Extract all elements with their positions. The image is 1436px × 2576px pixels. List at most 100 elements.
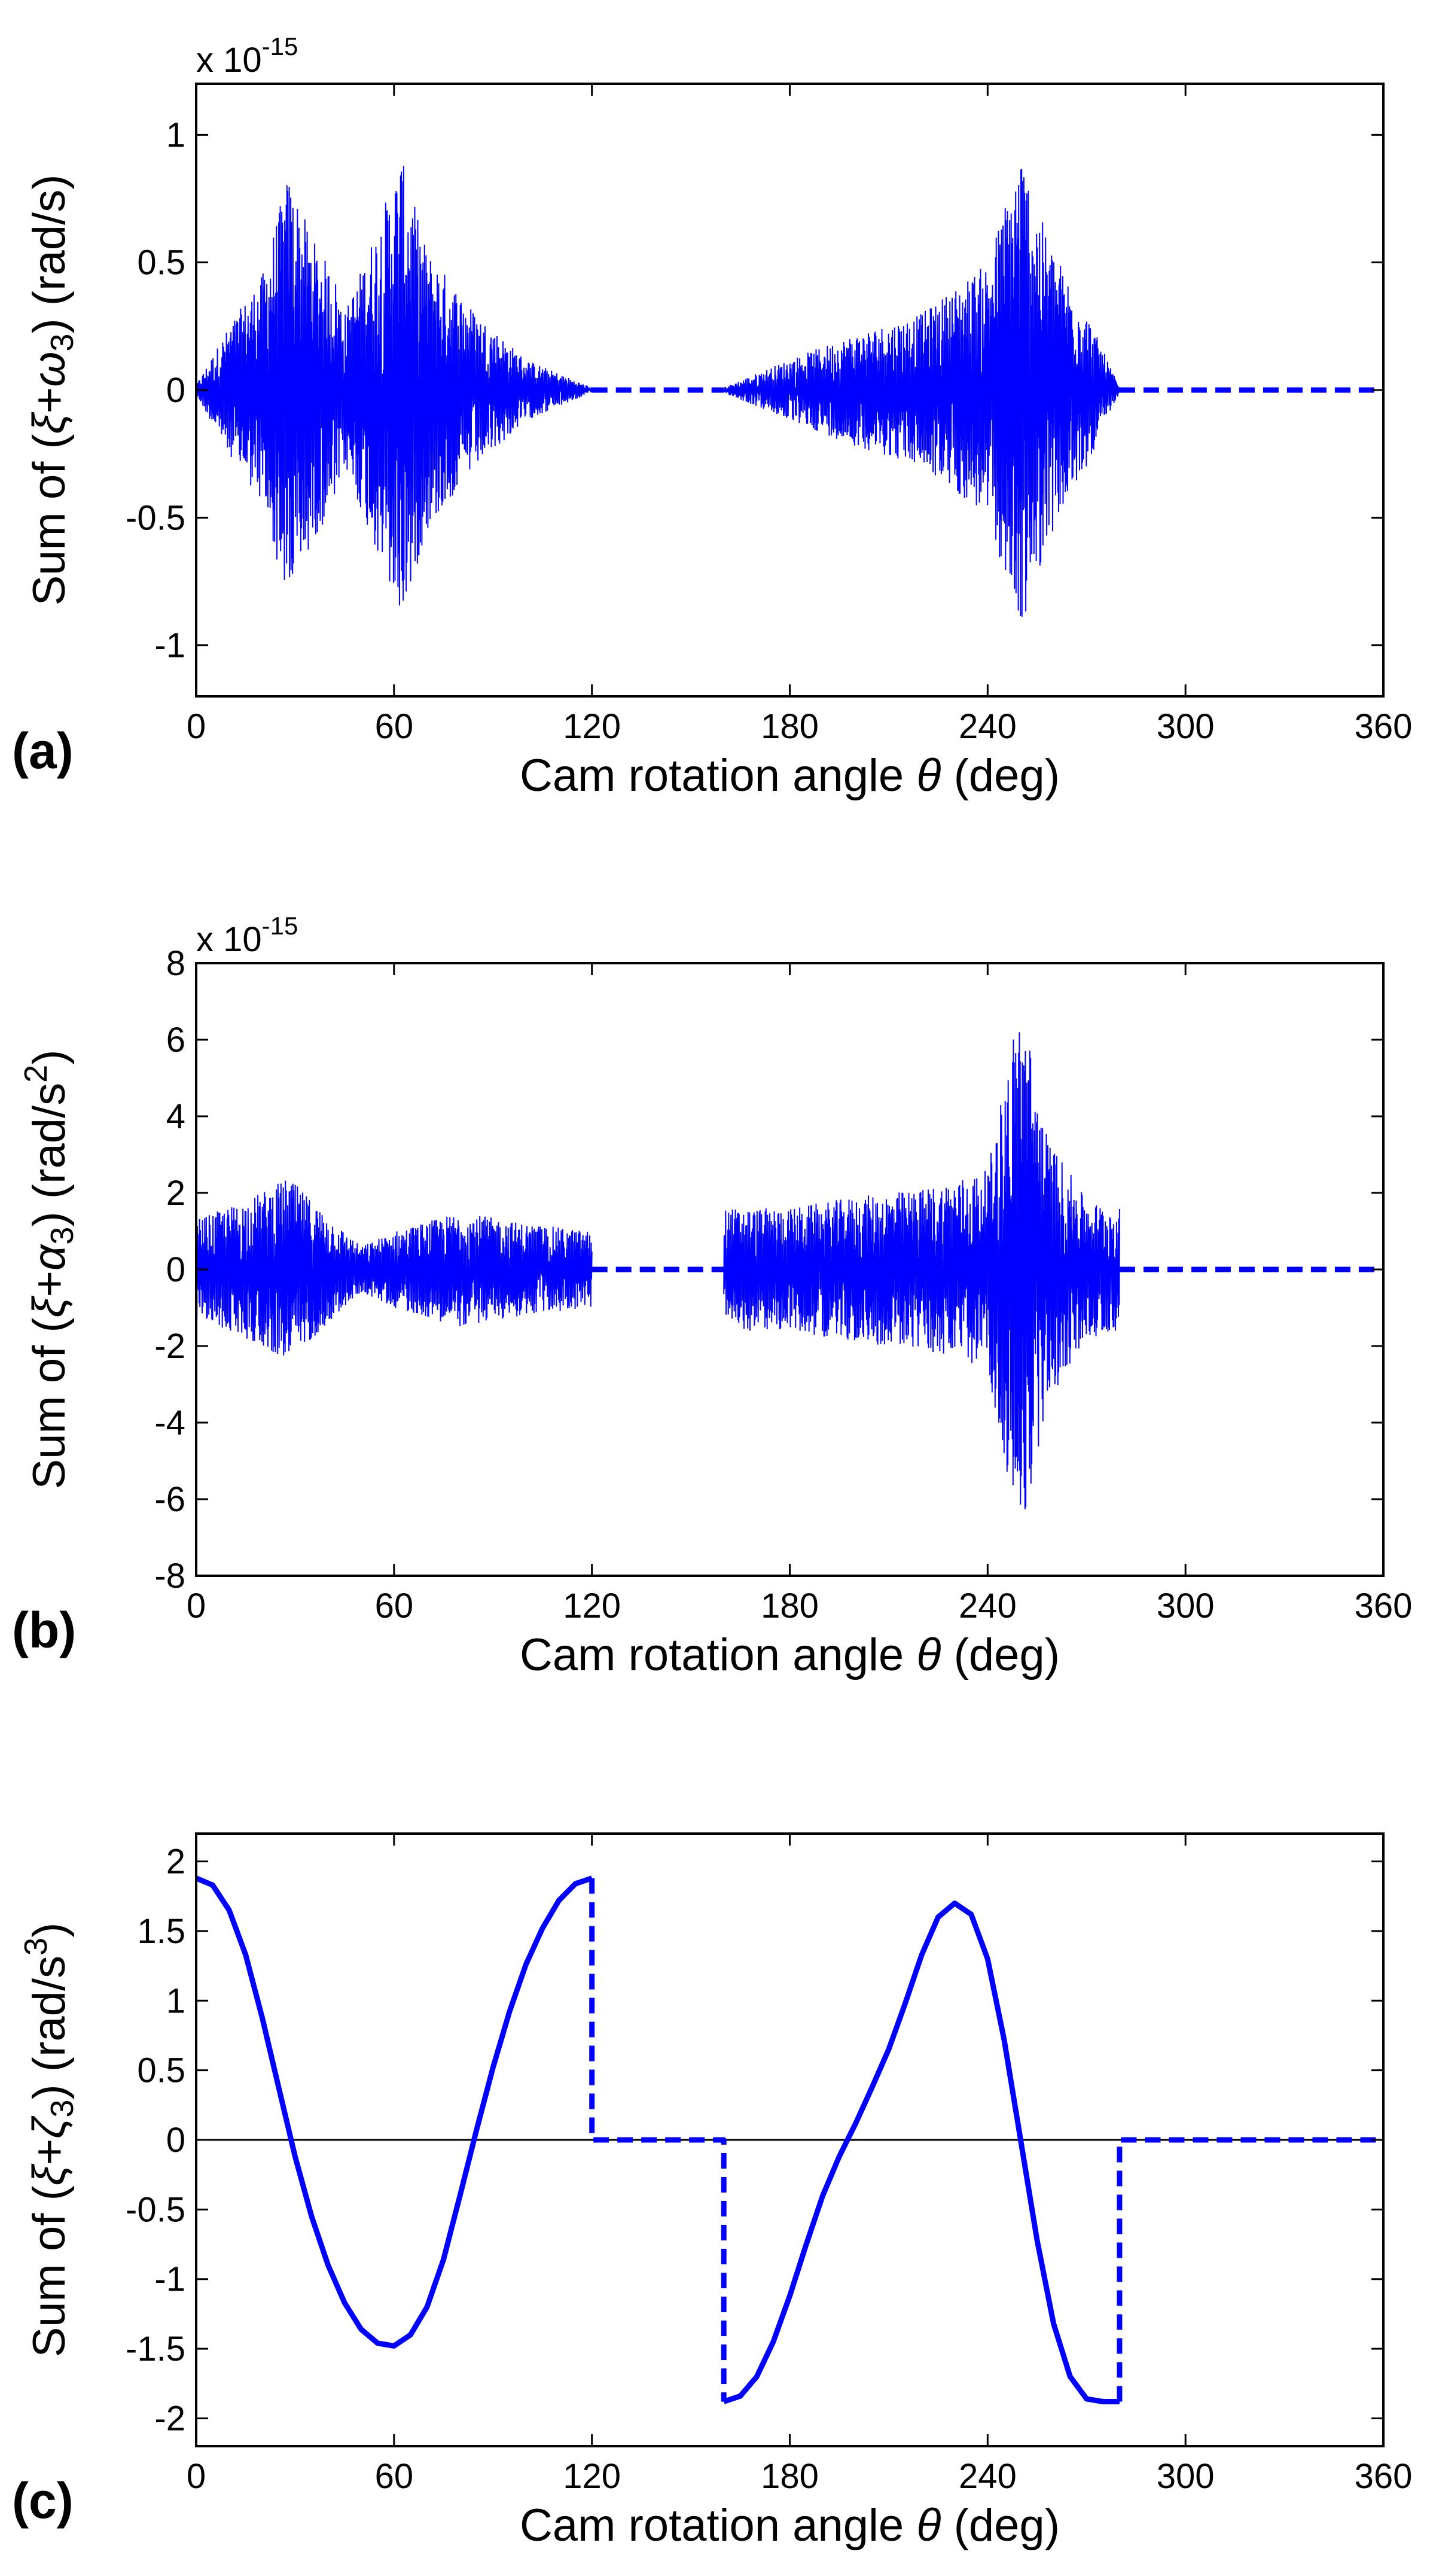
x-label-unit: (deg) [941,750,1060,801]
x-label-unit: (deg) [941,2500,1060,2551]
y-tick-label: 0 [166,1250,185,1289]
y-tick-label: 8 [166,944,185,983]
y-tick-label: -2 [154,1327,185,1366]
y-label-end: ) [24,1049,75,1064]
y-tick-label: -1.5 [126,2330,185,2368]
series-noise-2 [723,169,1120,617]
y-label-symbol: ξ [24,412,75,434]
y-label-symbol: ξ [24,2163,75,2185]
y-label-prefix: Sum of ( [24,2185,75,2357]
x-tick-label: 60 [375,2457,414,2496]
x-tick-label: 120 [563,707,621,746]
panel-label: (b) [12,1602,76,1658]
y-tick-label: 2 [166,1174,185,1213]
panel-label: (c) [12,2473,74,2529]
panel-label: (a) [12,723,74,779]
y-label-symbol: ξ [24,1295,75,1317]
x-label-unit: (deg) [941,1630,1060,1680]
x-tick-label: 180 [761,1587,819,1625]
y-tick-label: -0.5 [126,498,185,537]
x-label-symbol: θ [916,1630,941,1680]
y-axis-label: Sum of (ξ+α3) (rad/s2) [18,1049,80,1489]
y-label-var: ζ [24,2115,75,2139]
x-label-symbol: θ [916,2500,941,2551]
x-tick-label: 60 [375,707,414,746]
y-tick-label: -1 [154,626,185,665]
y-label-sup: 3 [18,1938,54,1956]
x-tick-label: 60 [375,1587,414,1625]
y-label-var: α [24,1243,75,1271]
x-tick-label: 360 [1355,707,1413,746]
panel-b: 0 60 120 180 240 300 360 8 6 4 2 0 -2 -4 -6 -8 x 10-15 Ca… [12,912,1412,1680]
series-solid-0 [196,1875,593,2349]
x-label-text: Cam rotation angle [520,2500,916,2551]
y-tick-label: -2 [154,2399,185,2438]
x-label-text: Cam rotation angle [520,750,916,801]
y-tick-label: -4 [154,1403,185,1442]
y-tick-label: 0.5 [137,243,185,282]
x-tick-label: 120 [563,2457,621,2496]
plot-area [196,166,1383,617]
y-axis-label: Sum of (ξ+ζ3) (rad/s3) [18,1923,80,2358]
exponent-base: x 10 [196,920,262,959]
x-tick-label: 0 [187,707,206,746]
y-tick-label: 1 [166,1981,185,2020]
y-tick-label: 6 [166,1021,185,1059]
x-axis-label: Cam rotation angle θ (deg) [520,2500,1060,2551]
panel-a: 0 60 120 180 240 300 360 1 0.5 0 -0.5 -1 x 10-15 Cam … [12,32,1412,801]
y-tick-label: 1.5 [137,1912,185,1951]
x-tick-label: 240 [959,707,1017,746]
x-tick-label: 240 [959,2457,1017,2496]
y-label-sup: 2 [18,1065,54,1083]
y-label-suffix: ) (rad/s [24,1956,75,2100]
y-tick-label: -1 [154,2260,185,2299]
x-label-symbol: θ [916,750,941,801]
x-tick-label: 360 [1355,2457,1413,2496]
x-tick-label: 180 [761,2457,819,2496]
x-tick-label: 300 [1157,1587,1215,1625]
x-tick-label: 0 [187,2457,206,2496]
series-noise-0 [196,166,593,606]
x-tick-label: 360 [1355,1587,1413,1625]
x-axis-label: Cam rotation angle θ (deg) [520,1630,1060,1680]
y-label-plus: + [24,387,75,413]
x-tick-label: 120 [563,1587,621,1625]
series-solid-2 [722,1900,1120,2404]
y-label-suffix: ) (rad/s) [24,175,75,334]
y-axis-label: Sum of (ξ+ω3) (rad/s) [24,175,80,606]
y-tick-label: 4 [166,1097,185,1136]
exponent-power: -15 [262,912,298,940]
series-noise-2 [723,1032,1120,1509]
x-tick-label: 300 [1157,707,1215,746]
y-tick-label: -8 [154,1557,185,1595]
exponent-label: x 10-15 [196,32,298,80]
exponent-power: -15 [262,32,298,60]
exponent-label: x 10-15 [196,912,298,959]
y-label-sub: 3 [44,334,80,352]
y-label-end: ) [24,1923,75,1938]
x-tick-label: 240 [959,1587,1017,1625]
plot-area [196,1032,1383,1509]
y-label-var: ω [24,352,75,387]
y-label-prefix: Sum of ( [24,1317,75,1489]
y-label-plus: + [24,1271,75,1297]
plot-area [196,1875,1383,2404]
x-tick-label: 180 [761,707,819,746]
x-tick-label: 300 [1157,2457,1215,2496]
panel-c: 0 60 120 180 240 300 360 2 1.5 1 0.5 0 -0.5 -1 -1.5 -2 C… [12,1832,1413,2551]
series-dashed-3 [1117,2137,1383,2402]
y-tick-label: 0 [166,2121,185,2160]
x-label-text: Cam rotation angle [520,1630,916,1680]
y-label-plus: + [24,2139,75,2165]
y-label-sub: 3 [44,2100,80,2118]
y-tick-label: 2 [166,1843,185,1881]
y-tick-label: -0.5 [126,2190,185,2229]
y-tick-label: 1 [166,115,185,154]
exponent-base: x 10 [196,41,262,80]
series-dashed-1 [589,1878,727,2402]
y-label-prefix: Sum of ( [24,434,75,605]
y-tick-label: 0.5 [137,2051,185,2090]
y-label-suffix: ) (rad/s [24,1083,75,1227]
y-tick-label: -6 [154,1480,185,1519]
